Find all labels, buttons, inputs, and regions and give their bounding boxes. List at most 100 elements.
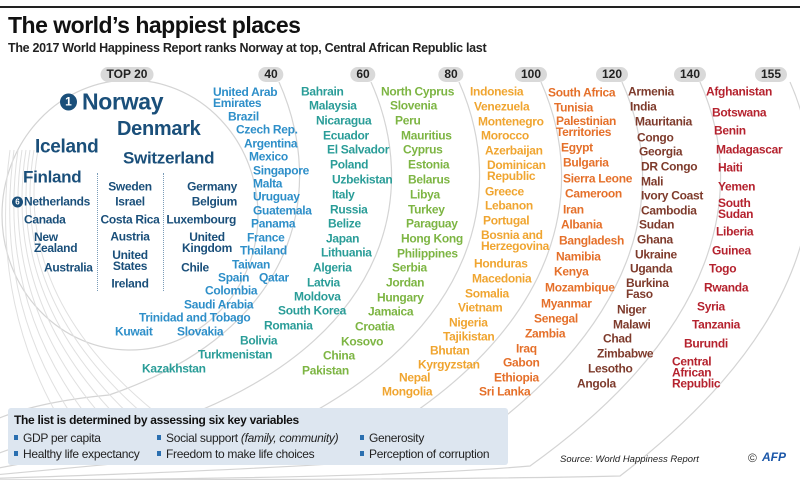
country-label: Tajikistan xyxy=(443,329,495,344)
country-label: Turkmenistan xyxy=(198,347,273,362)
country-label: Sweden xyxy=(108,179,152,194)
country-label: Montenegro xyxy=(478,114,544,129)
country-label: Cameroon xyxy=(565,186,622,201)
milestone-60: 60 xyxy=(350,67,376,82)
country-label: Burundi xyxy=(684,336,728,351)
variable-item: Generosity xyxy=(360,431,424,445)
country-label: Bosnia and Herzegovina xyxy=(481,228,550,253)
country-label: Central African Republic xyxy=(672,354,721,391)
country-label: Benin xyxy=(714,123,746,138)
rank-badge-6: 6 xyxy=(12,196,23,208)
country-label: Niger xyxy=(617,302,647,317)
country-label: Indonesia xyxy=(470,84,524,99)
country-label: South Korea xyxy=(278,303,347,318)
country-label: Bolivia xyxy=(240,333,278,348)
country-label: Uganda xyxy=(630,261,673,276)
country-label: Paraguay xyxy=(406,216,458,231)
country-label: DR Congo xyxy=(641,159,698,174)
country-label: Myanmar xyxy=(541,296,592,311)
country-label: Kazakhstan xyxy=(142,361,206,376)
ring-edge xyxy=(21,149,121,421)
ring-edge xyxy=(17,149,106,421)
country-label: Angola xyxy=(577,376,616,391)
country-label: Peru xyxy=(395,113,421,128)
top-rule xyxy=(0,6,800,8)
country-label: Slovenia xyxy=(390,98,437,113)
ring-edge xyxy=(13,149,91,421)
country-label: Finland xyxy=(23,167,82,187)
country-label: Argentina xyxy=(244,136,298,151)
country-label: China xyxy=(323,348,355,363)
country-label: Vietnam xyxy=(458,300,503,315)
variables-panel-title: The list is determined by assessing six … xyxy=(14,413,299,427)
country-label: Bhutan xyxy=(430,343,470,358)
ring-edge xyxy=(29,149,151,421)
source-note: Source: World Happiness Report xyxy=(560,454,699,465)
country-label: Netherlands xyxy=(24,194,91,209)
country-label: Cambodia xyxy=(641,203,697,218)
country-label: Mongolia xyxy=(382,384,433,399)
country-label: Senegal xyxy=(534,311,578,326)
milestone-80: 80 xyxy=(438,67,464,82)
country-label: Cyprus xyxy=(403,142,443,157)
country-label: Mexico xyxy=(249,149,288,164)
afp-logo: AFP xyxy=(762,450,786,464)
country-label: Togo xyxy=(709,261,737,276)
country-label: Trinidad and Tobago xyxy=(139,310,251,325)
country-label: Kuwait xyxy=(115,324,153,339)
country-label: Albania xyxy=(561,217,603,232)
country-label: Thailand xyxy=(240,243,287,258)
country-label: Slovakia xyxy=(177,324,224,339)
country-label: Austria xyxy=(110,229,150,244)
country-label: Switzerland xyxy=(123,148,215,168)
country-label: Uzbekistan xyxy=(332,172,393,187)
country-label: Sri Lanka xyxy=(479,384,531,399)
country-label: El Salvador xyxy=(327,142,390,157)
variable-item: GDP per capita xyxy=(14,431,101,445)
variable-note: (family, community) xyxy=(240,431,339,445)
country-label: Armenia xyxy=(628,84,674,99)
country-label: Libya xyxy=(410,187,440,202)
country-label: Zimbabwe xyxy=(597,346,654,361)
country-label: Ireland xyxy=(111,276,149,291)
country-label: Bulgaria xyxy=(563,155,609,170)
country-label: Nicaragua xyxy=(316,113,372,128)
country-label: Afghanistan xyxy=(706,84,773,99)
country-label: Mali xyxy=(641,174,664,189)
country-label: Bahrain xyxy=(301,84,344,99)
milestone-40: 40 xyxy=(258,67,284,82)
country-label: Sierra Leone xyxy=(563,171,633,186)
country-label: Malaysia xyxy=(309,98,357,113)
country-label: Yemen xyxy=(718,179,756,194)
column-divider xyxy=(97,173,98,291)
column-divider xyxy=(163,173,164,291)
country-label: Bangladesh xyxy=(559,233,625,248)
country-label: Spain xyxy=(218,270,250,285)
country-label: Colombia xyxy=(205,283,258,298)
country-label: Serbia xyxy=(392,260,427,275)
country-label: Ivory Coast xyxy=(641,188,704,203)
country-label: South Africa xyxy=(548,85,616,100)
country-label: Rwanda xyxy=(704,280,749,295)
country-label: Belarus xyxy=(408,172,450,187)
country-label: Botswana xyxy=(712,105,767,120)
country-label: Mauritius xyxy=(401,128,452,143)
country-label: United States xyxy=(112,248,148,273)
country-label: Germany xyxy=(187,179,237,194)
country-label: Ethiopia xyxy=(494,370,539,385)
country-label: Russia xyxy=(330,202,368,217)
country-label: Japan xyxy=(326,231,360,246)
country-label: Singapore xyxy=(253,163,309,178)
country-label: Costa Rica xyxy=(100,212,160,227)
country-label: Canada xyxy=(24,212,66,227)
country-label: Dominican Republic xyxy=(487,158,546,183)
country-label: Brazil xyxy=(228,109,259,124)
country-label: Haiti xyxy=(718,160,743,175)
variable-label: Social support xyxy=(166,431,238,445)
ring-edge xyxy=(5,149,61,421)
country-label: Saudi Arabia xyxy=(184,297,254,312)
country-label: Iraq xyxy=(516,341,537,356)
country-label: Czech Rep. xyxy=(236,122,298,137)
country-label: Ecuador xyxy=(323,128,369,143)
country-label: Guinea xyxy=(712,243,751,258)
